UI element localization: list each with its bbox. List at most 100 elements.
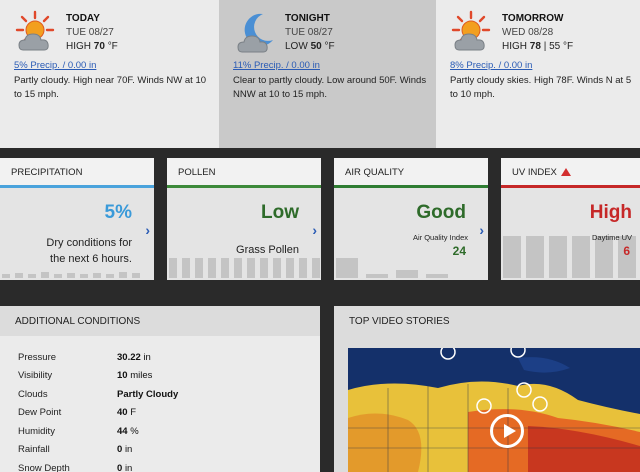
precipitation-card[interactable]: PRECIPITATION 5% Dry conditions for the … — [0, 158, 154, 280]
precip-link[interactable]: 11% Precip. / 0.00 in — [233, 60, 320, 71]
aqi-bars — [336, 228, 448, 278]
moon-cloud-icon — [237, 13, 273, 53]
forecast-title: TONIGHT — [285, 13, 330, 24]
unit: in — [143, 351, 151, 363]
temp-low: | 55 °F — [543, 41, 574, 52]
unit: % — [130, 425, 139, 437]
conditions-table: Pressure 30.22 in Visibility 10 miles Clouds… — [18, 348, 178, 472]
video-thumbnail[interactable] — [348, 348, 640, 472]
forecast-title: TODAY — [66, 13, 100, 24]
value: 30.22 — [117, 351, 141, 363]
warning-icon — [560, 168, 571, 176]
condition-label: Pressure — [18, 351, 57, 363]
forecast-today-header: TODAY TUE 08/27 HIGH 70 °F — [66, 12, 118, 54]
card-title: POLLEN — [167, 158, 321, 188]
precip-desc: Dry conditions for the next 6 hours. — [46, 235, 132, 267]
precip-link[interactable]: 8% Precip. / 0.00 in — [450, 60, 533, 71]
value: 44 — [117, 425, 128, 437]
table-row: Clouds Partly Cloudy — [18, 385, 178, 404]
forecast-title: TOMORROW — [502, 13, 564, 24]
temp-value: 50 — [310, 41, 322, 52]
temp-unit: °F — [107, 41, 118, 52]
additional-conditions-panel: ADDITIONAL CONDITIONS Pressure 30.22 in Vi… — [0, 306, 320, 472]
partly-sunny-icon — [15, 10, 55, 51]
metrics-row: PRECIPITATION 5% Dry conditions for the … — [0, 158, 640, 280]
condition-label: Dew Point — [18, 407, 62, 419]
precip-bars — [2, 228, 140, 278]
chevron-right-icon[interactable]: › — [479, 222, 484, 238]
condition-value: 30.22 in — [117, 348, 178, 367]
table-row: Visibility 10 miles — [18, 367, 178, 386]
pollen-value: Low — [261, 202, 299, 223]
forecast-temp: LOW 50 °F — [285, 40, 335, 54]
uv-title: UV INDEX — [512, 167, 557, 178]
condition-value: 0 in — [117, 441, 178, 460]
precip-desc-line1: Dry conditions for — [46, 237, 132, 249]
table-row: Snow Depth 0 in — [18, 459, 178, 472]
top-video-panel: TOP VIDEO STORIES — [334, 306, 640, 472]
card-title: PRECIPITATION — [0, 158, 154, 188]
uv-daytime-value: 6 — [623, 244, 630, 258]
uv-bars — [503, 228, 636, 278]
partly-sunny-icon — [451, 10, 491, 51]
forecast-strip: TODAY TUE 08/27 HIGH 70 °F 5% Precip. / … — [0, 0, 640, 148]
chevron-right-icon[interactable]: › — [145, 222, 150, 238]
precip-link[interactable]: 5% Precip. / 0.00 in — [14, 60, 97, 71]
panel-title: TOP VIDEO STORIES — [334, 306, 640, 336]
uv-label: Daytime UV — [591, 233, 632, 242]
forecast-tomorrow-header: TOMORROW WED 08/28 HIGH 78 | 55 °F — [502, 12, 573, 54]
temp-label: HIGH — [502, 41, 527, 52]
chevron-right-icon[interactable]: › — [312, 222, 317, 238]
condition-label: Clouds — [18, 388, 48, 400]
play-icon[interactable] — [490, 414, 524, 448]
precip-desc-line2: the next 6 hours. — [50, 253, 132, 265]
condition-value: 10 miles — [117, 367, 178, 386]
unit: miles — [130, 370, 153, 382]
forecast-date: TUE 08/27 — [285, 27, 333, 38]
forecast-summary: Partly cloudy. High near 70F. Winds NW a… — [14, 75, 207, 100]
forecast-summary: Clear to partly cloudy. Low around 50F. … — [233, 75, 427, 100]
condition-label: Snow Depth — [18, 462, 70, 472]
condition-label: Visibility — [18, 370, 53, 382]
forecast-temp: HIGH 70 °F — [66, 40, 118, 54]
table-row: Humidity 44 % — [18, 422, 178, 441]
uv-index-card[interactable]: UV INDEX High Daytime UV 6 — [501, 158, 640, 280]
temp-label: HIGH — [66, 41, 91, 52]
table-row: Dew Point 40 F — [18, 404, 178, 423]
aqi-value: 24 — [452, 244, 466, 258]
unit: in — [124, 444, 133, 456]
precip-value: 5% — [104, 202, 132, 223]
value: 10 — [117, 370, 128, 382]
air-quality-value: Good — [416, 202, 466, 223]
card-title: UV INDEX — [501, 158, 640, 188]
forecast-tonight-header: TONIGHT TUE 08/27 LOW 50 °F — [285, 12, 335, 54]
forecast-tomorrow[interactable]: TOMORROW WED 08/28 HIGH 78 | 55 °F 8% Pr… — [436, 0, 640, 148]
condition-label: Humidity — [18, 425, 55, 437]
forecast-temp: HIGH 78 | 55 °F — [502, 40, 573, 54]
condition-label: Rainfall — [18, 444, 50, 456]
value: 0 — [117, 462, 123, 472]
forecast-date: TUE 08/27 — [66, 27, 114, 38]
table-row: Pressure 30.22 in — [18, 348, 178, 367]
condition-value: 44 % — [117, 422, 178, 441]
pollen-desc: Grass Pollen — [236, 244, 299, 256]
table-row: Rainfall 0 in — [18, 441, 178, 460]
unit: in — [124, 462, 133, 472]
forecast-date: WED 08/28 — [502, 27, 554, 38]
forecast-tonight[interactable]: TONIGHT TUE 08/27 LOW 50 °F 11% Precip. … — [219, 0, 436, 148]
value: 40 — [117, 407, 128, 419]
temp-value: 70 — [93, 41, 105, 52]
condition-value: 0 in — [117, 459, 178, 472]
forecast-today[interactable]: TODAY TUE 08/27 HIGH 70 °F 5% Precip. / … — [0, 0, 219, 148]
pollen-card[interactable]: POLLEN Low Grass Pollen › — [167, 158, 321, 280]
aqi-label: Air Quality Index — [412, 233, 468, 242]
forecast-summary: Partly cloudy skies. High 78F. Winds N a… — [450, 75, 632, 100]
temp-unit: °F — [324, 41, 335, 52]
uv-value: High — [589, 202, 632, 223]
air-quality-card[interactable]: AIR QUALITY Good Air Quality Index 24 › — [334, 158, 488, 280]
condition-value: 40 F — [117, 404, 178, 423]
weather-map-image — [348, 348, 640, 472]
value: 0 — [117, 444, 123, 456]
temp-label: LOW — [285, 41, 308, 52]
value: Partly Cloudy — [117, 388, 179, 400]
